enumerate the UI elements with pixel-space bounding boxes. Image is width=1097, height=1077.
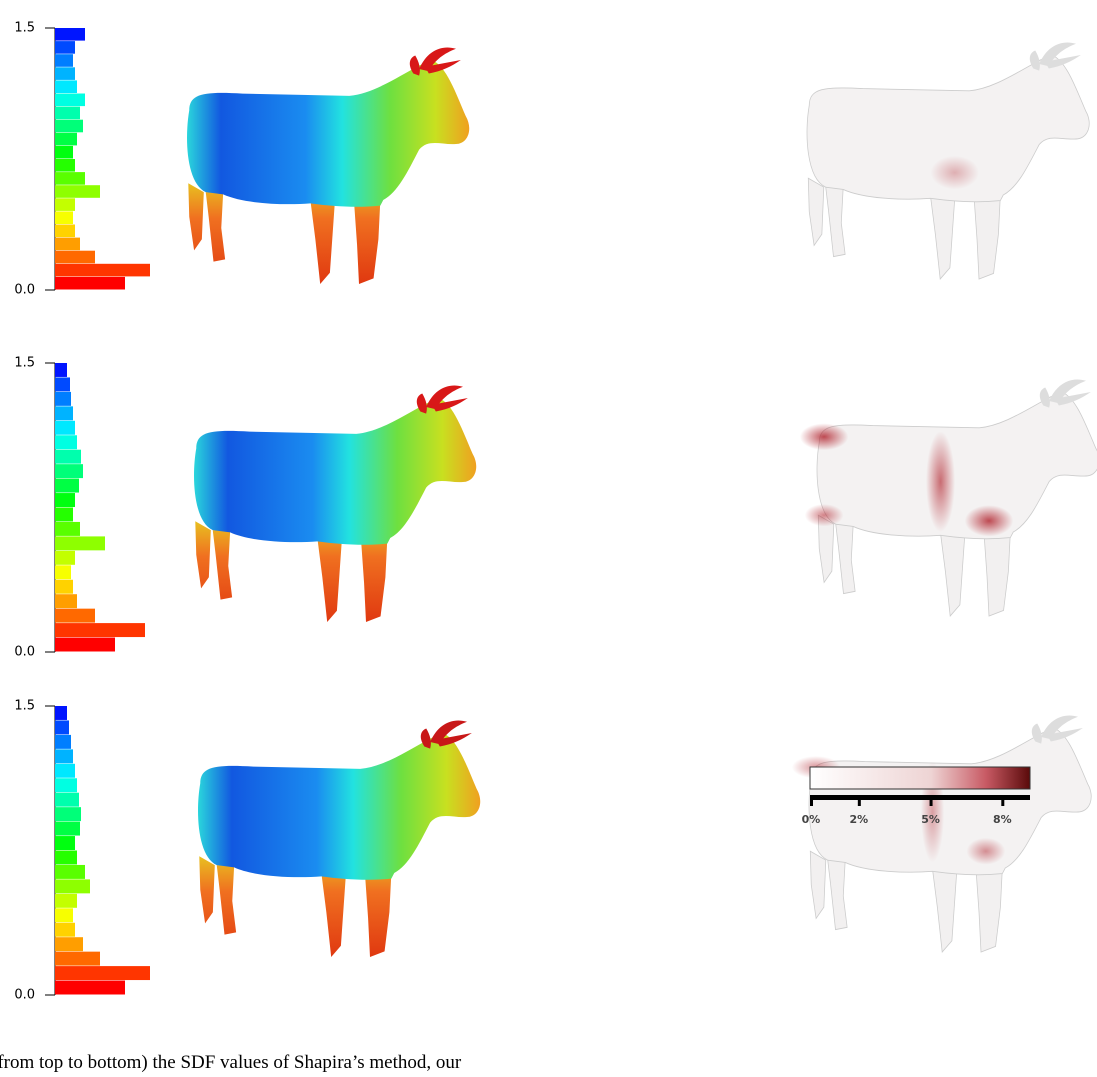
histogram-bar (55, 406, 73, 420)
histogram-bar (55, 865, 85, 879)
histogram-bar (55, 638, 115, 652)
histogram-bar (55, 793, 79, 807)
histogram-bar (55, 435, 77, 449)
error-cow (792, 715, 1091, 952)
histogram-bar (55, 41, 75, 54)
histogram-bar (55, 923, 75, 937)
histogram-bar (55, 981, 125, 995)
colorbar-tick-label: 2% (849, 813, 868, 826)
histogram-bar (55, 120, 83, 133)
histogram-bar (55, 551, 75, 565)
histogram-bar (55, 894, 77, 908)
histogram-bar (55, 479, 79, 493)
histogram-bar (55, 277, 125, 290)
histogram-bar (55, 952, 100, 966)
histogram-bar (55, 28, 85, 41)
histogram-bar (55, 67, 75, 80)
histogram-bar (55, 363, 67, 377)
error-cow (800, 379, 1097, 616)
figure: (from top to bottom) the SDF values of S… (0, 0, 1097, 1077)
histogram-bar (55, 735, 71, 749)
sdf-cow (187, 47, 469, 284)
y-tick-label: 1.5 (14, 356, 35, 371)
histogram-bar (55, 937, 83, 951)
histogram-bar (55, 133, 77, 146)
y-tick-label: 0.0 (14, 283, 35, 298)
histogram-bar (55, 609, 95, 623)
y-tick-label: 0.0 (14, 645, 35, 660)
colorbar-tick-label: 0% (802, 813, 821, 826)
histogram-bar (55, 450, 81, 464)
histogram-bar (55, 565, 71, 579)
histogram-bar (55, 185, 100, 198)
colorbar-tick-label: 5% (921, 813, 940, 826)
colorbar-tick (810, 795, 813, 806)
colorbar-axis (810, 795, 1030, 800)
histogram-bar (55, 580, 73, 594)
histogram-bar (55, 908, 73, 922)
colorbar (810, 767, 1030, 789)
histogram-bar (55, 238, 80, 251)
histogram-bar (55, 80, 77, 93)
histogram-bar (55, 706, 67, 720)
histogram-bar (55, 211, 73, 224)
histogram-bar (55, 623, 145, 637)
histogram-bar (55, 392, 71, 406)
histogram-bar (55, 107, 80, 120)
histogram-bar (55, 198, 75, 211)
histogram-bar (55, 836, 75, 850)
y-tick-label: 1.5 (14, 699, 35, 714)
histogram-bar (55, 172, 85, 185)
histogram-bar (55, 807, 81, 821)
colorbar-tick (1001, 795, 1004, 806)
histogram-bar (55, 720, 69, 734)
colorbar-tick (930, 795, 933, 806)
error-cow (807, 42, 1089, 279)
colorbar-tick-label: 8% (993, 813, 1012, 826)
histogram-bar (55, 508, 73, 522)
sdf-cow (198, 720, 480, 957)
histogram-bar (55, 251, 95, 264)
histogram-bar (55, 594, 77, 608)
histogram-bar (55, 879, 90, 893)
caption: (from top to bottom) the SDF values of S… (0, 1052, 462, 1073)
histogram-bar (55, 54, 73, 67)
histogram-bar (55, 464, 83, 478)
sdf-cow (194, 385, 476, 622)
histogram-bar (55, 421, 75, 435)
histogram-bar (55, 493, 75, 507)
histogram-bar (55, 851, 77, 865)
histogram-bar (55, 966, 150, 980)
histogram-bar (55, 778, 77, 792)
histogram-bar (55, 522, 80, 536)
histogram-bar (55, 264, 150, 277)
y-tick-label: 0.0 (14, 988, 35, 1003)
histogram-bar (55, 146, 73, 159)
histogram-bar (55, 225, 75, 238)
histogram-bar (55, 159, 75, 172)
histogram-bar (55, 94, 85, 107)
histogram-bar (55, 822, 80, 836)
colorbar-tick (858, 795, 861, 806)
histogram-bar (55, 536, 105, 550)
y-tick-label: 1.5 (14, 21, 35, 36)
histogram-bar (55, 749, 73, 763)
histogram-bar (55, 377, 70, 391)
histogram-bar (55, 764, 75, 778)
